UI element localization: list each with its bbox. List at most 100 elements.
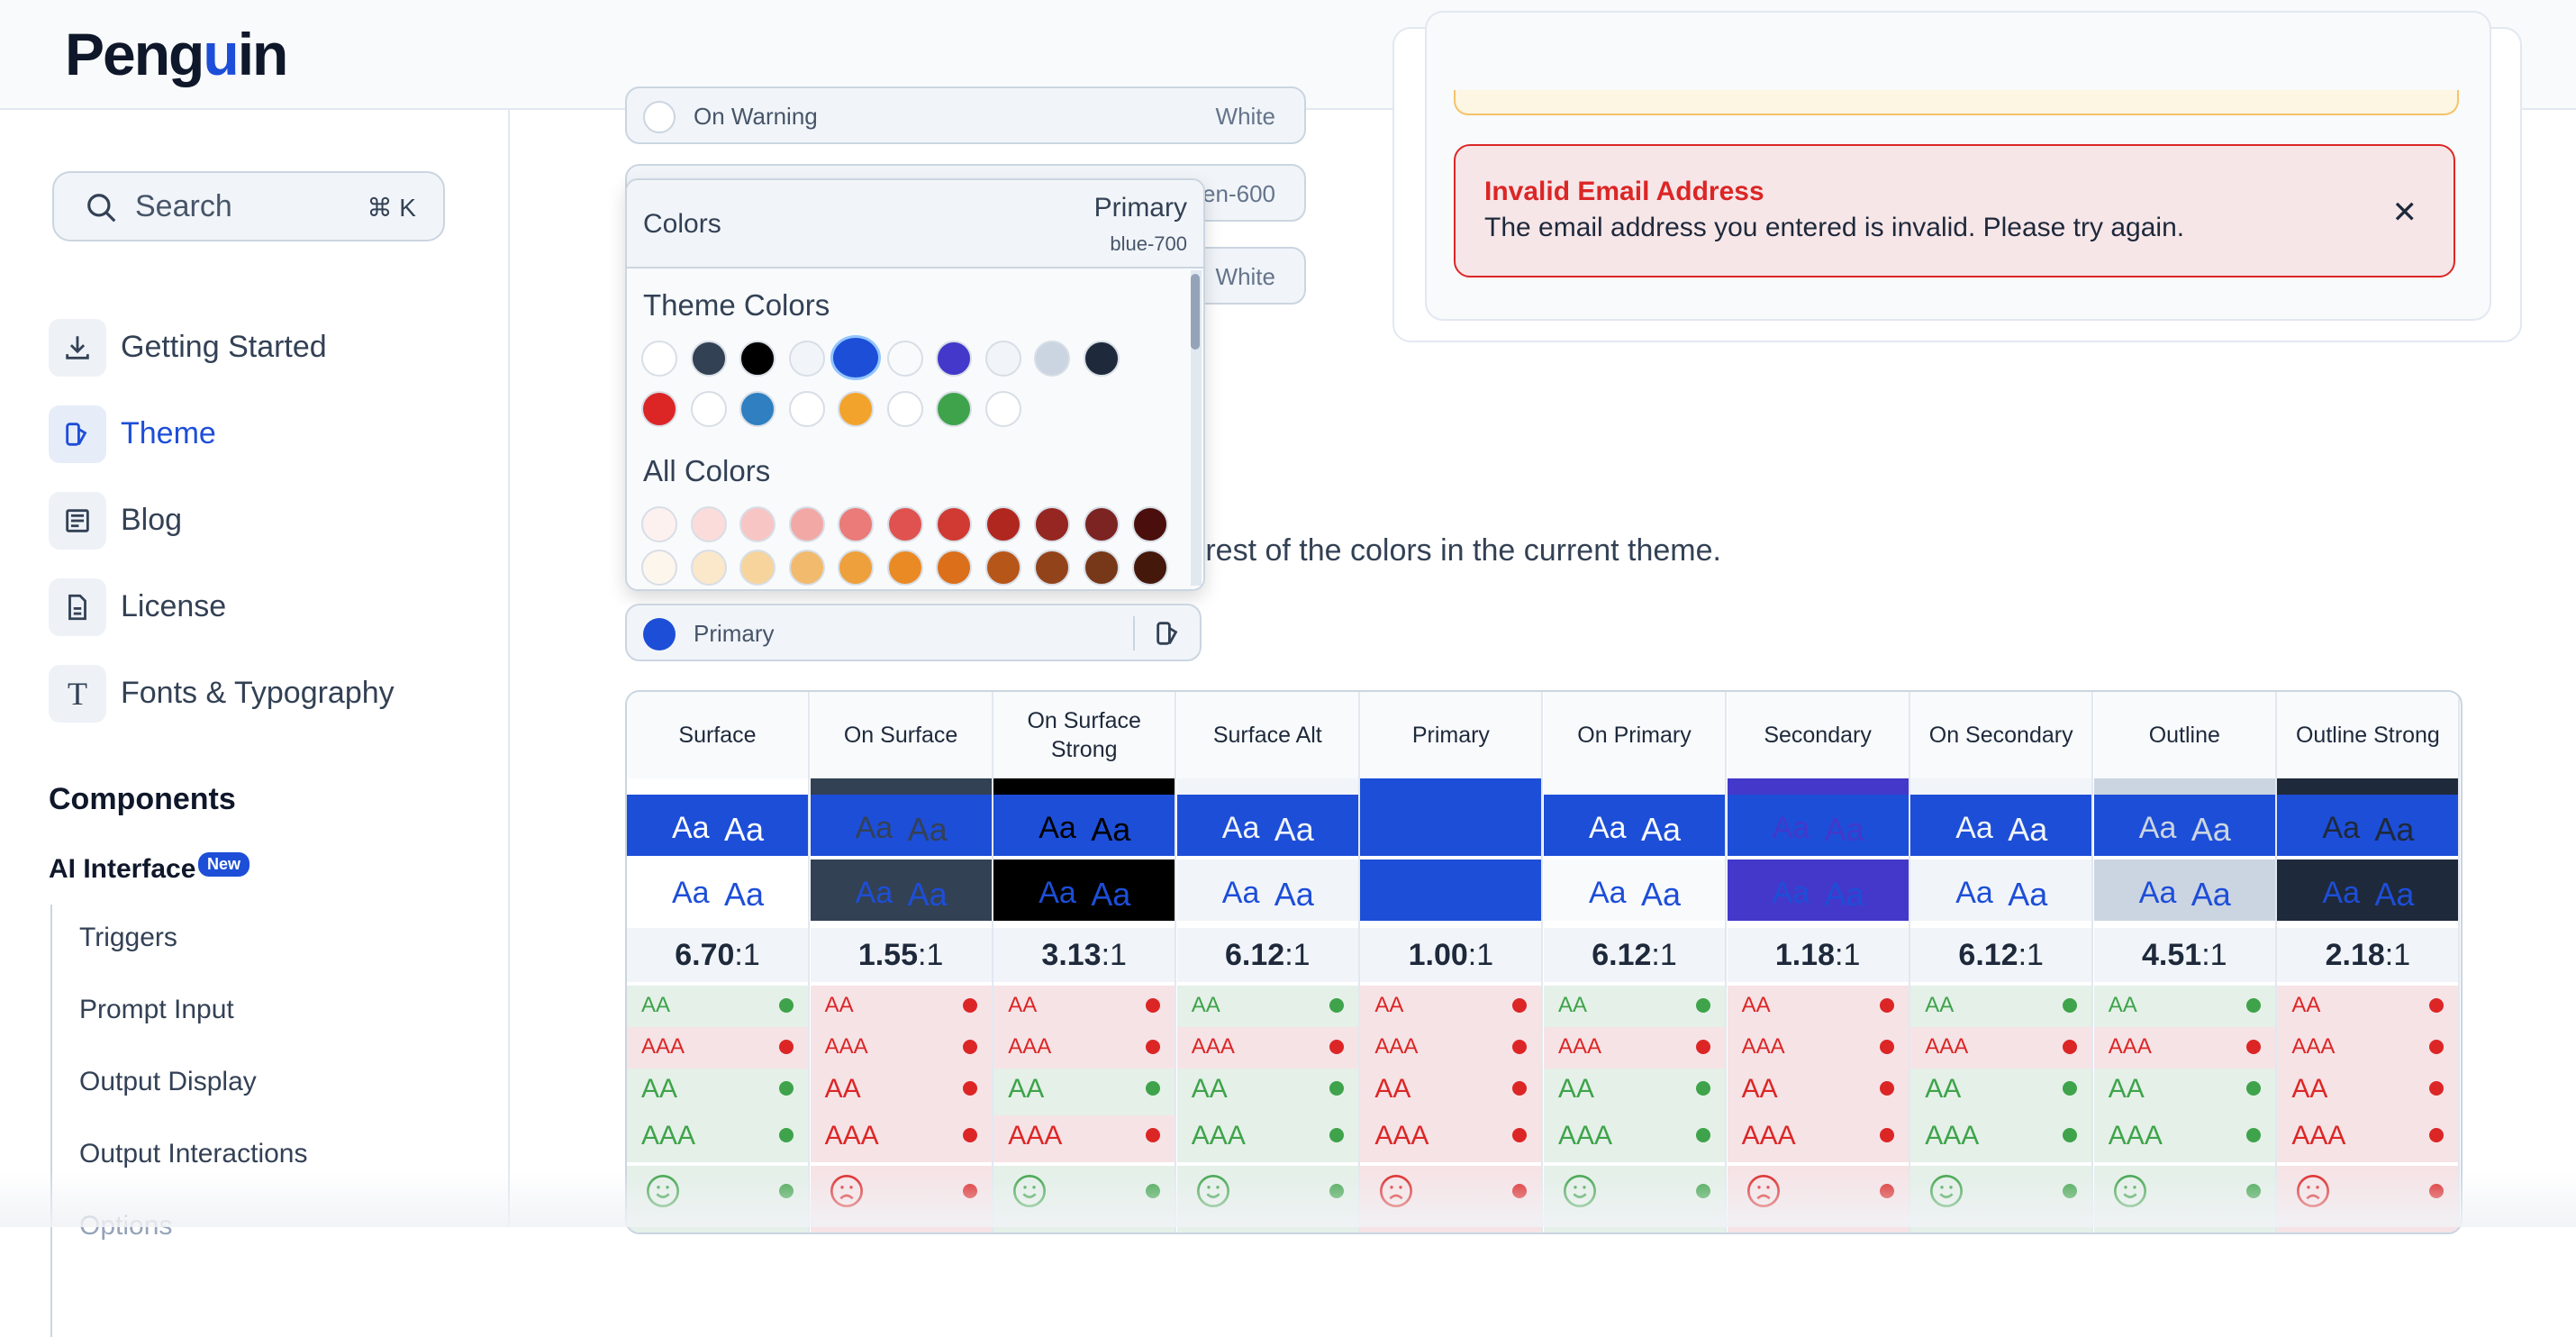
- color-swatch[interactable]: [1034, 341, 1070, 377]
- color-swatch[interactable]: [936, 550, 972, 586]
- color-swatch[interactable]: [690, 506, 727, 542]
- color-swatch[interactable]: [739, 341, 776, 377]
- color-swatch[interactable]: [739, 550, 776, 586]
- color-swatch[interactable]: [788, 506, 825, 542]
- color-swatch[interactable]: [1083, 341, 1120, 377]
- contrast-ratio: 1.18:1: [1727, 928, 1909, 982]
- status-dot: [1329, 1081, 1344, 1096]
- wcag-result: AA: [1176, 1069, 1358, 1115]
- wcag-result: AAA: [1727, 1027, 1909, 1069]
- wcag-level-label: AAA: [1191, 1034, 1235, 1059]
- color-swatch[interactable]: [739, 506, 776, 542]
- sample-text: Aa: [1091, 876, 1131, 913]
- color-swatch[interactable]: [690, 550, 727, 586]
- color-row-on-warning[interactable]: On Warning White: [625, 86, 1306, 144]
- color-swatch[interactable]: [1083, 550, 1120, 586]
- color-swatch[interactable]: [788, 341, 825, 377]
- nav-getting-started[interactable]: Getting Started: [49, 319, 472, 377]
- dropdown-header[interactable]: Colors Primary blue-700: [627, 180, 1203, 268]
- sample-text: Aa: [1955, 811, 1993, 845]
- status-dot: [1696, 1128, 1710, 1142]
- nav-fonts[interactable]: T Fonts & Typography: [49, 665, 472, 723]
- wcag-level-label: AA: [641, 993, 671, 1017]
- wcag-result: AA: [810, 986, 992, 1027]
- color-strip: [627, 778, 808, 795]
- color-swatch[interactable]: [1034, 506, 1070, 542]
- color-swatch[interactable]: [1132, 506, 1168, 542]
- status-dot: [2429, 1040, 2444, 1054]
- palette-icon[interactable]: [1153, 618, 1184, 649]
- sample-text: Aa: [855, 876, 893, 910]
- all-colors-title: All Colors: [643, 454, 771, 487]
- primary-color-select[interactable]: Primary: [625, 604, 1202, 661]
- color-swatch[interactable]: [886, 341, 923, 377]
- color-swatch[interactable]: [936, 391, 972, 427]
- wcag-result: AA: [627, 1069, 808, 1115]
- logo[interactable]: Penguin: [65, 21, 288, 87]
- color-swatch[interactable]: [984, 550, 1021, 586]
- sample-text: Aa: [2008, 876, 2048, 913]
- ai-interface-heading[interactable]: AI Interface: [49, 854, 196, 884]
- wcag-level-label: AA: [824, 993, 854, 1017]
- text-sample: Aa Aa: [627, 860, 808, 921]
- status-dot: [1512, 1128, 1528, 1142]
- sample-text: Aa: [1274, 876, 1314, 913]
- color-swatch[interactable]: [690, 391, 727, 427]
- color-swatch[interactable]: [838, 506, 874, 542]
- color-swatch[interactable]: [886, 506, 923, 542]
- contrast-ratio: 1.55:1: [810, 928, 992, 982]
- color-swatch[interactable]: [984, 506, 1021, 542]
- color-swatch[interactable]: [838, 550, 874, 586]
- color-swatch[interactable]: [788, 391, 825, 427]
- color-swatch[interactable]: [690, 341, 727, 377]
- color-swatch[interactable]: [830, 335, 881, 380]
- alert-message: The email address you entered is invalid…: [1484, 213, 2185, 242]
- wcag-result: AA: [1910, 1069, 2092, 1115]
- wcag-result: AA: [2093, 1069, 2275, 1115]
- wcag-result: AAA: [1360, 1115, 1542, 1162]
- sub-nav-line: [50, 905, 52, 1337]
- color-swatch[interactable]: [641, 550, 677, 586]
- nav-license[interactable]: License: [49, 578, 472, 636]
- sub-item-triggers[interactable]: Triggers: [79, 923, 177, 952]
- color-swatch[interactable]: [936, 341, 972, 377]
- sub-item-output-display[interactable]: Output Display: [79, 1067, 257, 1096]
- close-icon[interactable]: ✕: [2391, 196, 2418, 230]
- color-swatch[interactable]: [641, 391, 677, 427]
- text-sample: Aa Aa: [1544, 795, 1725, 856]
- column-header: Secondary: [1727, 692, 1909, 778]
- nav-label: Blog: [121, 503, 183, 537]
- row-value: en-600: [1202, 180, 1275, 207]
- sample-text: Aa: [724, 811, 765, 848]
- search-button[interactable]: Search ⌘ K: [52, 171, 445, 241]
- color-swatch[interactable]: [886, 391, 923, 427]
- color-swatch[interactable]: [641, 341, 677, 377]
- color-swatch[interactable]: [838, 391, 874, 427]
- color-swatch[interactable]: [1132, 550, 1168, 586]
- color-picker-dropdown[interactable]: Colors Primary blue-700 Theme Colors All…: [625, 178, 1205, 591]
- nav-blog[interactable]: Blog: [49, 492, 472, 550]
- color-swatch[interactable]: [788, 550, 825, 586]
- sample-text: Aa: [1641, 876, 1682, 913]
- status-dot: [2429, 1081, 2444, 1096]
- color-swatch[interactable]: [886, 550, 923, 586]
- color-swatch[interactable]: [641, 506, 677, 542]
- sub-item-prompt-input[interactable]: Prompt Input: [79, 995, 234, 1024]
- document-icon: [68, 594, 86, 621]
- color-swatch[interactable]: [984, 341, 1021, 377]
- color-swatch[interactable]: [1034, 550, 1070, 586]
- nav-theme[interactable]: Theme: [49, 405, 472, 463]
- color-swatch[interactable]: [936, 506, 972, 542]
- contrast-ratio: 6.70:1: [627, 928, 808, 982]
- color-swatch[interactable]: [984, 391, 1021, 427]
- search-shortcut: ⌘ K: [367, 194, 416, 222]
- sub-item-output-interactions[interactable]: Output Interactions: [79, 1139, 308, 1169]
- color-swatch[interactable]: [739, 391, 776, 427]
- color-swatch[interactable]: [1083, 506, 1120, 542]
- contrast-column: Secondary Aa Aa Aa Aa 1.18:1 AA AAA AA AAA: [1727, 692, 1910, 1232]
- wcag-result: AAA: [1910, 1027, 2092, 1069]
- section-title: Components: [49, 782, 236, 816]
- download-icon: [66, 336, 89, 359]
- scrollbar-thumb[interactable]: [1191, 274, 1200, 350]
- wcag-result: AAA: [810, 1115, 992, 1162]
